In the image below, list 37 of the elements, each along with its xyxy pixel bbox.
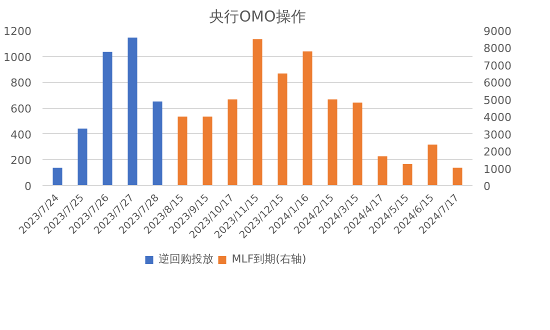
bar xyxy=(378,156,388,186)
y2-tick-label: 0 xyxy=(484,180,490,193)
bar xyxy=(328,99,338,186)
y-tick-label: 1200 xyxy=(4,25,32,38)
bar xyxy=(352,102,362,186)
y2-tick-label: 7000 xyxy=(484,59,512,72)
bar xyxy=(278,74,288,186)
chart-title: 央行OMO操作 xyxy=(209,8,306,26)
y2-tick-label: 9000 xyxy=(484,25,512,38)
y-tick-label: 0 xyxy=(24,180,32,193)
bar xyxy=(302,51,312,186)
y2-tick-label: 8000 xyxy=(484,42,512,56)
bar xyxy=(428,144,438,186)
bar xyxy=(228,99,238,186)
y2-tick-label: 1000 xyxy=(484,162,512,176)
y-tick-label: 400 xyxy=(10,128,32,142)
bar xyxy=(178,116,188,186)
bar xyxy=(252,39,262,186)
legend-label: 逆回购投放 xyxy=(158,252,214,266)
bar xyxy=(128,38,138,186)
y-tick-label: 200 xyxy=(10,154,32,168)
y2-tick-label: 5000 xyxy=(484,94,512,107)
bar xyxy=(452,168,462,186)
legend-label: MLF到期(右轴) xyxy=(232,252,306,266)
bar xyxy=(102,52,112,186)
y2-tick-label: 6000 xyxy=(484,76,512,90)
bar xyxy=(202,116,212,186)
y2-tick-label: 4000 xyxy=(484,111,512,124)
bar xyxy=(78,128,88,186)
y2-tick-label: 2000 xyxy=(484,146,512,159)
bar xyxy=(52,168,62,186)
bar xyxy=(402,164,412,186)
bar xyxy=(152,102,162,186)
y-tick-label: 1000 xyxy=(4,50,32,64)
y2-tick-label: 3000 xyxy=(484,128,512,142)
y-tick-label: 800 xyxy=(10,76,32,90)
y-tick-label: 600 xyxy=(10,102,32,116)
